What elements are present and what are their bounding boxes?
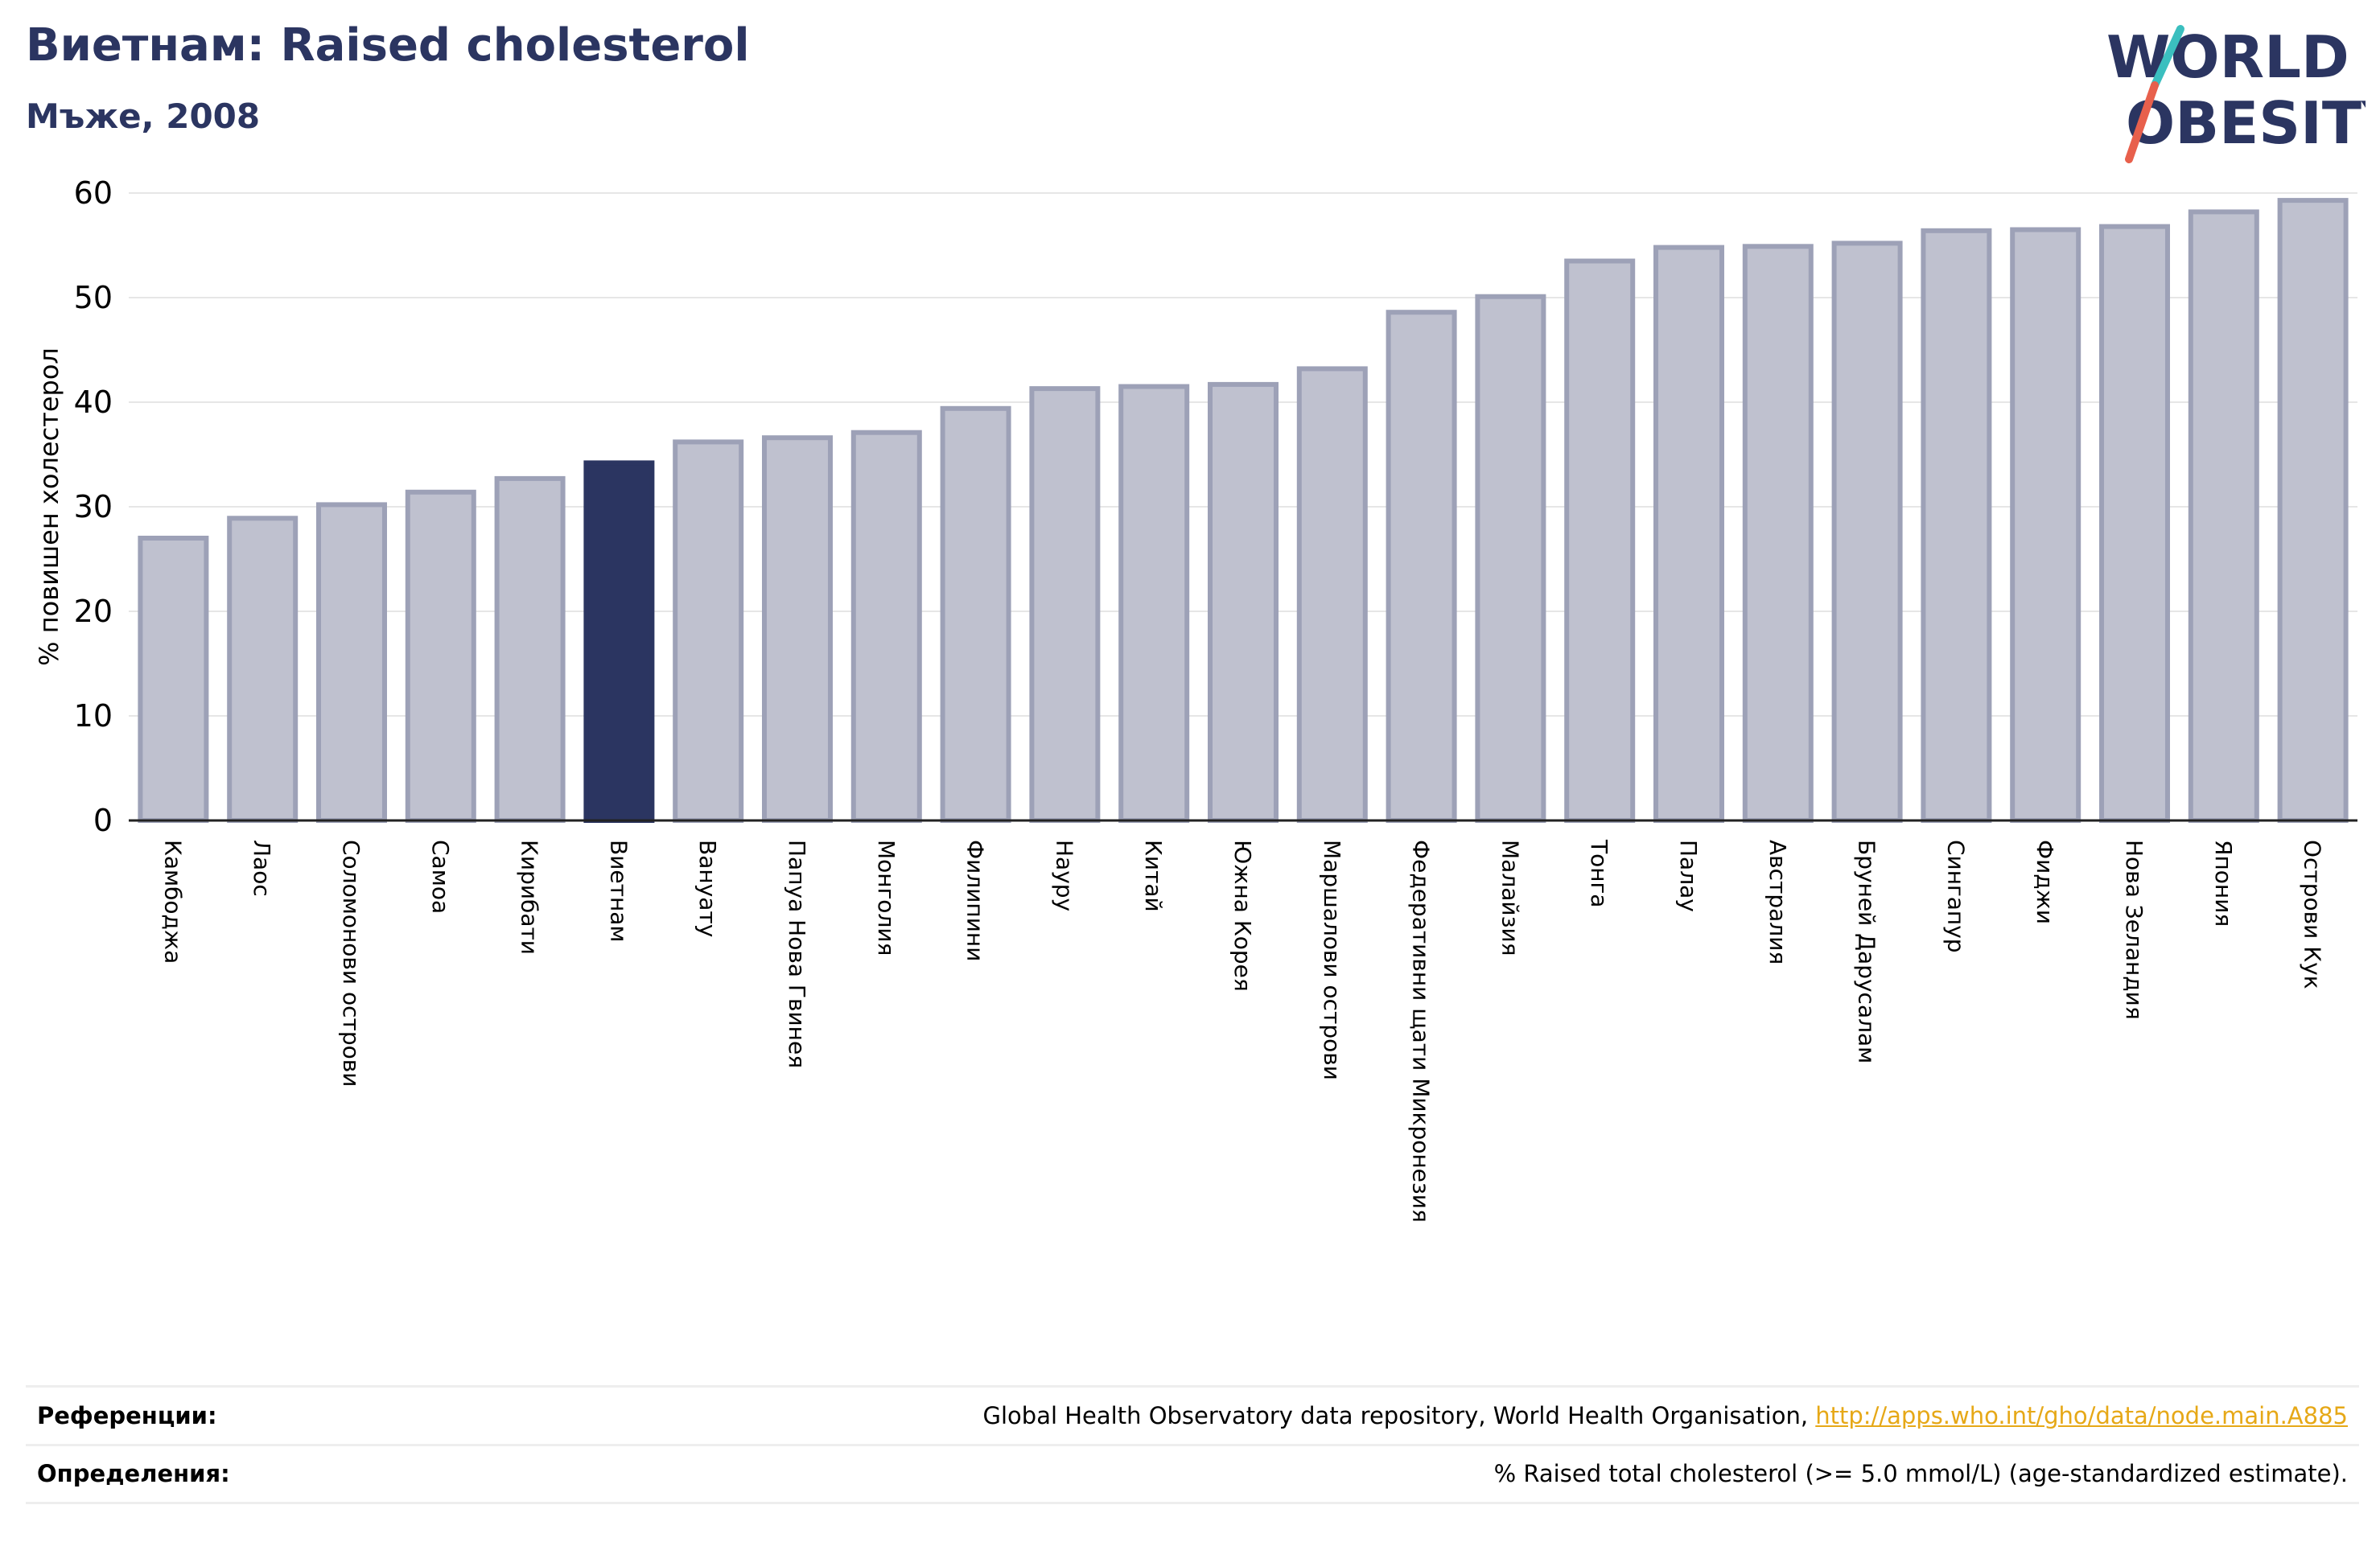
bar [1208,381,1279,823]
references-label: Референции: [37,1402,217,1429]
x-tick-label: Австралия [1764,840,1791,964]
x-tick-label: Науру [1051,840,1077,911]
logo-line2: OBESITY [2126,89,2366,157]
bar [2188,209,2259,823]
x-tick-label: Малайзия [1497,840,1523,956]
y-tick-label: 0 [93,803,113,838]
bar [1921,228,1992,823]
definitions-label: Определения: [37,1460,230,1487]
chart-subtitle: Мъже, 2008 [26,97,261,136]
bar [138,536,209,823]
bar [850,430,922,823]
references-value: Global Health Observatory data repositor… [983,1402,2348,1429]
x-tick-label: Япония [2210,840,2237,927]
x-tick-label: Сингапур [1942,840,1969,953]
chart-title: Виетнам: Raised cholesterol [26,19,750,72]
x-tick-label: Маршалови острови [1319,840,1345,1080]
x-tick-label: Китай [1140,840,1167,912]
y-tick-label: 30 [74,489,113,524]
bar [1118,384,1190,823]
bar [1653,245,1724,824]
x-tick-label: Палау [1675,840,1702,912]
bar [1831,241,1903,823]
logo-slash-teal [2151,25,2184,89]
logo-slash-red [2125,81,2159,163]
x-tick-label: Вануату [694,840,721,937]
bar [494,475,566,824]
footer-table: Референции: Global Health Observatory da… [26,1385,2359,1504]
y-tick-label: 20 [74,594,113,629]
world-obesity-logo: WORLD OBESITY [2106,23,2366,163]
x-tick-label: Тонга [1586,839,1612,907]
bar [1475,294,1546,823]
bar-highlighted [583,460,655,824]
x-tick-label: Соломонови острови [338,840,364,1087]
bar [673,439,744,824]
y-tick-label: 60 [74,175,113,211]
logo-line1: WORLD [2106,23,2349,91]
x-tick-label: Самоа [427,840,454,914]
bar [1742,244,1814,823]
bar [1296,366,1368,823]
x-tick-label: Острови Кук [2300,840,2326,989]
y-axis-label: % повишен холестерол [34,347,64,666]
x-tick-label: Филипини [962,840,989,961]
bar [316,502,387,824]
x-tick-label: Кирибати [517,840,543,955]
x-tick-label: Камбоджа [159,840,186,964]
references-text: Global Health Observatory data repositor… [982,1402,1816,1429]
bar [940,405,1011,823]
x-tick-label: Фиджи [2032,840,2058,924]
x-tick-label: Бруней Дарусалам [1854,840,1880,1063]
x-tick-label: Виетнам [605,840,632,943]
bar [405,489,476,823]
bar [227,516,299,823]
references-row: Референции: Global Health Observatory da… [26,1388,2359,1446]
bar [1386,310,1457,823]
x-tick-label: Федеративни щати Микронезия [1408,840,1435,1223]
definitions-row: Определения: % Raised total cholesterol … [26,1445,2359,1504]
y-tick-label: 50 [74,280,113,315]
definitions-value: % Raised total cholesterol (>= 5.0 mmol/… [1493,1460,2348,1487]
bar [1029,386,1101,824]
bar-chart: 0 10 20 30 40 50 60 % повишен холестерол Камбодж… [34,175,2357,1223]
bar [2010,227,2081,823]
y-tick-label: 40 [74,384,113,420]
references-link[interactable]: http://apps.who.int/gho/data/node.main.A… [1815,1402,2348,1429]
bar [1564,258,1636,823]
bar [2099,224,2170,824]
x-tick-label: Нова Зеландия [2121,840,2147,1020]
bar [762,435,833,823]
x-tick-label: Лаос [249,840,275,897]
x-tick-label: Южна Корея [1229,840,1256,992]
y-tick-label: 10 [74,698,113,734]
x-tick-label: Папуа Нова Гвинея [784,840,810,1068]
bar [2277,198,2349,824]
x-tick-label: Монголия [873,840,900,956]
